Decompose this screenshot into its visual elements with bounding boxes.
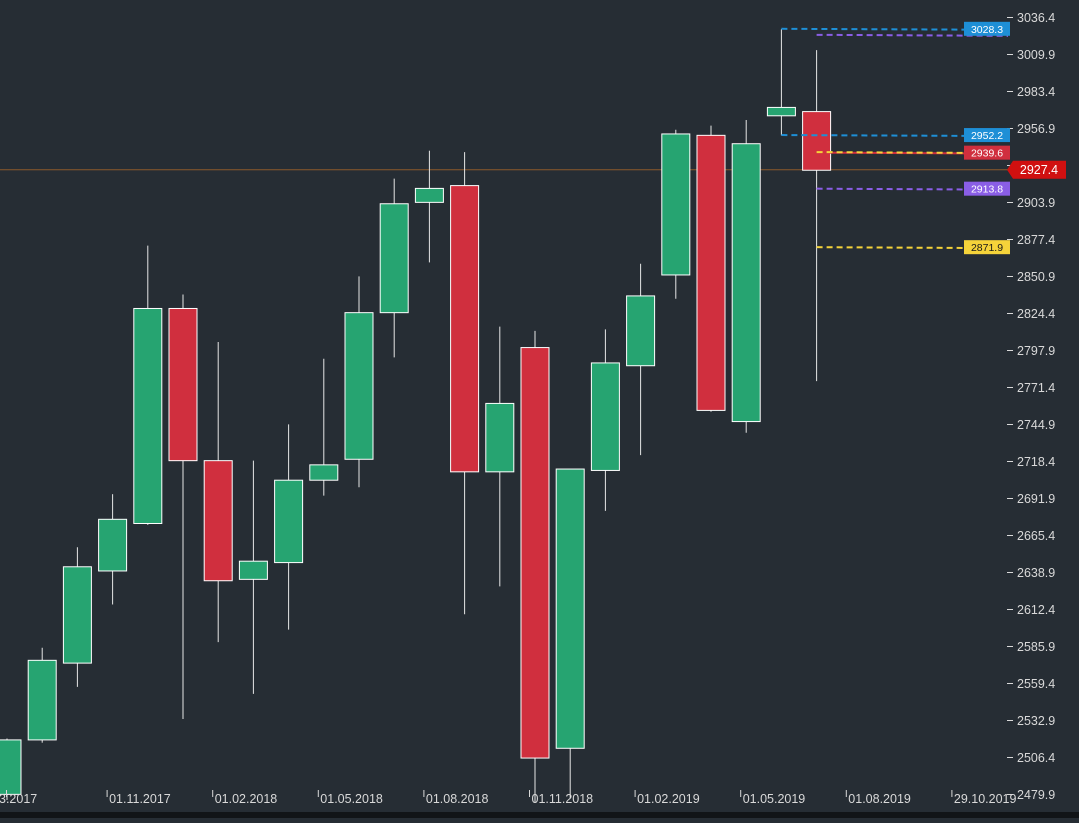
x-tick-label: 01.05.2018 — [320, 792, 383, 806]
price-tag-label: 2939.6 — [971, 148, 1003, 160]
level-line — [816, 187, 1009, 191]
y-tick-label: 2506.4 — [1017, 751, 1055, 765]
candle-body — [238, 560, 268, 580]
candle-body — [98, 518, 128, 572]
price-tag-label: 2952.2 — [971, 130, 1003, 142]
candle-body — [626, 295, 656, 367]
x-tick-label: 01.08.2019 — [848, 792, 911, 806]
level-line — [816, 33, 1009, 37]
y-tick-label: 2559.4 — [1017, 677, 1055, 691]
price-tag — [964, 240, 1010, 255]
candle-body — [766, 106, 796, 117]
y-tick-label: 2532.9 — [1017, 714, 1055, 728]
candle-body — [309, 464, 339, 481]
candle-body — [802, 111, 832, 171]
x-tick-label: 01.08.2018 — [426, 792, 489, 806]
candle-body — [414, 187, 444, 203]
price-tag-label: 2871.9 — [971, 242, 1003, 254]
candle-body — [485, 402, 515, 473]
candle-body — [520, 347, 550, 759]
y-axis[interactable]: 3036.4 3009.9 2983.4 2956.9 2903.9 2877.4 2850… — [1007, 11, 1055, 802]
candles-layer — [0, 29, 832, 803]
candle-body — [168, 307, 198, 462]
price-tag — [964, 145, 1010, 160]
price-labels-layer: 3028.3 2952.2 2939.6 2913.8 2871.9 2927.4 — [964, 21, 1066, 255]
current-price-tag — [1007, 160, 1066, 179]
candle-body — [274, 479, 304, 564]
y-tick-label: 2691.9 — [1017, 492, 1055, 506]
level-line — [781, 27, 1009, 31]
level-line — [816, 151, 1009, 155]
x-tick-label: 01.11.2018 — [532, 792, 594, 806]
price-tag — [964, 21, 1010, 36]
candle-body — [0, 739, 22, 795]
candle-body — [133, 307, 163, 524]
x-tick-label: 01.05.2019 — [743, 792, 806, 806]
price-tag — [964, 128, 1010, 143]
candle-body — [696, 134, 726, 411]
x-tick-label: 3.2017 — [0, 792, 37, 806]
y-tick-label: 2718.4 — [1017, 455, 1055, 469]
y-tick-label: 3036.4 — [1017, 11, 1055, 25]
candle-body — [379, 203, 409, 314]
y-tick-label: 2983.4 — [1017, 85, 1055, 99]
y-tick-label: 2479.9 — [1017, 788, 1055, 802]
y-tick-label: 2771.4 — [1017, 381, 1055, 395]
price-tag-label: 2913.8 — [971, 184, 1003, 196]
x-tick-label: 01.02.2019 — [637, 792, 700, 806]
y-tick-label: 2956.9 — [1017, 122, 1055, 136]
y-tick-label: 2877.4 — [1017, 233, 1055, 247]
y-tick-label: 2824.4 — [1017, 307, 1055, 321]
x-tick-label: 01.11.2017 — [109, 792, 171, 806]
candle-body — [555, 468, 585, 749]
candle-body — [62, 566, 92, 664]
y-tick-label: 2585.9 — [1017, 640, 1055, 654]
x-tick-label: 29.10.2019 — [954, 792, 1017, 806]
y-tick-label: 2612.4 — [1017, 603, 1055, 617]
current-price-label: 2927.4 — [1020, 163, 1058, 177]
y-tick-label: 2850.9 — [1017, 270, 1055, 284]
y-tick-label: 2638.9 — [1017, 566, 1055, 580]
y-tick-label: 2744.9 — [1017, 418, 1055, 432]
candle-body — [344, 312, 374, 460]
candle-body — [590, 362, 620, 471]
price-tag — [964, 181, 1010, 196]
y-tick-label: 2665.4 — [1017, 529, 1055, 543]
level-line — [816, 246, 1009, 250]
y-tick-label: 3009.9 — [1017, 48, 1055, 62]
level-line — [781, 134, 1009, 138]
y-tick-label: 2903.9 — [1017, 196, 1055, 210]
x-axis[interactable]: 3.2017 01.11.2017 01.02.2018 01.05.2018 01.0… — [0, 790, 1079, 818]
y-tick-label: 2797.9 — [1017, 344, 1055, 358]
candle-body — [661, 133, 691, 276]
candle-body — [731, 143, 761, 423]
x-tick-label: 01.02.2018 — [215, 792, 278, 806]
price-tag-label: 3028.3 — [971, 24, 1003, 36]
candle-body — [27, 659, 57, 741]
candle-body — [203, 460, 233, 582]
candle-body — [450, 185, 480, 473]
